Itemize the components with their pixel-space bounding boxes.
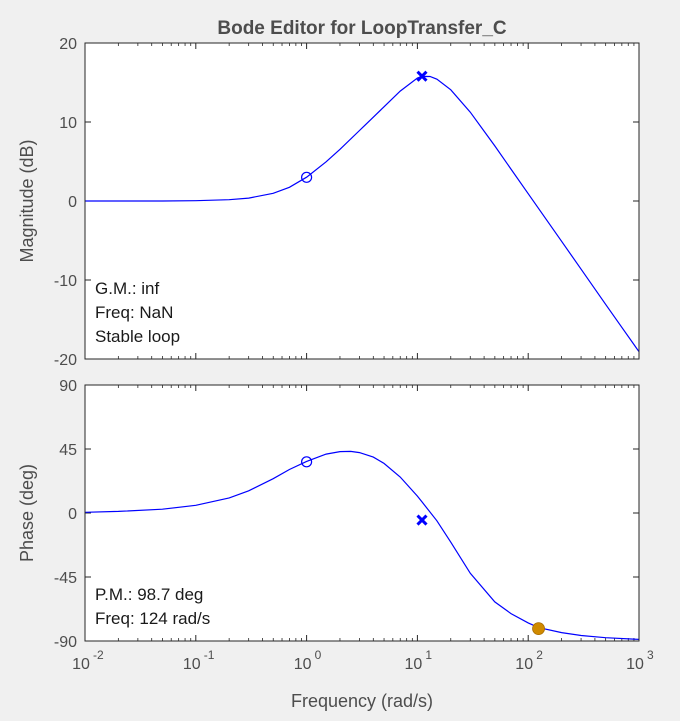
x-tick-label: 10 bbox=[405, 656, 423, 673]
pole-marker-stroke bbox=[416, 514, 428, 526]
phase-zero-marker bbox=[301, 456, 313, 468]
phase-margin-marker bbox=[532, 622, 545, 636]
phase-annotation: P.M.: 98.7 deg bbox=[95, 585, 203, 604]
phase-pole-marker bbox=[416, 514, 428, 526]
mag-response-curve bbox=[85, 75, 640, 353]
mag-annotation: G.M.: inf bbox=[95, 279, 160, 298]
x-axis-label: Frequency (rad/s) bbox=[291, 691, 433, 711]
phase-y-tick-label: -90 bbox=[54, 634, 77, 651]
x-tick-exponent: 3 bbox=[647, 648, 654, 662]
mag-axes-frame bbox=[84, 42, 640, 360]
pole-marker-stroke bbox=[416, 70, 428, 82]
phase-axes-frame bbox=[84, 384, 640, 642]
phase-y-tick-label: 90 bbox=[59, 378, 77, 395]
x-tick-label: 10 bbox=[294, 656, 312, 673]
x-tick-exponent: -2 bbox=[93, 648, 104, 662]
magnitude-plot[interactable]: -20 -10 0 10 20 G.M.: inf Freq: NaN Stable loop… bbox=[17, 36, 640, 369]
x-tick-exponent: -1 bbox=[204, 648, 215, 662]
mag-zero-marker bbox=[301, 171, 313, 183]
mag-y-tick-label: 10 bbox=[59, 115, 77, 132]
x-tick-label: 10 bbox=[515, 656, 533, 673]
x-tick-label: 10 bbox=[626, 656, 644, 673]
mag-y-tick-label: -20 bbox=[54, 352, 77, 369]
phase-y-tick-label: 0 bbox=[68, 506, 77, 523]
phase-response-curve bbox=[84, 450, 640, 640]
phase-y-tick-label: -45 bbox=[54, 570, 77, 587]
x-tick-exponent: 2 bbox=[536, 648, 543, 662]
x-tick-exponent: 0 bbox=[315, 648, 322, 662]
mag-y-axis-label: Magnitude (dB) bbox=[17, 139, 37, 262]
phase-y-axis-label: Phase (deg) bbox=[17, 464, 37, 562]
x-tick-label: 10 bbox=[183, 656, 201, 673]
mag-y-tick-label: -10 bbox=[54, 273, 77, 290]
mag-y-tick-label: 20 bbox=[59, 36, 77, 53]
mag-annotation: Freq: NaN bbox=[95, 303, 173, 322]
mag-pole-marker bbox=[416, 70, 428, 82]
mag-y-tick-label: 0 bbox=[68, 194, 77, 211]
x-tick-label: 10 bbox=[72, 656, 90, 673]
x-tick-exponent: 1 bbox=[425, 648, 432, 662]
phase-axes-background bbox=[85, 385, 639, 641]
phase-annotation: Freq: 124 rad/s bbox=[95, 609, 210, 628]
phase-y-tick-label: 45 bbox=[59, 442, 77, 459]
mag-annotation: Stable loop bbox=[95, 327, 180, 346]
figure-title: Bode Editor for LoopTransfer_C bbox=[217, 18, 507, 39]
